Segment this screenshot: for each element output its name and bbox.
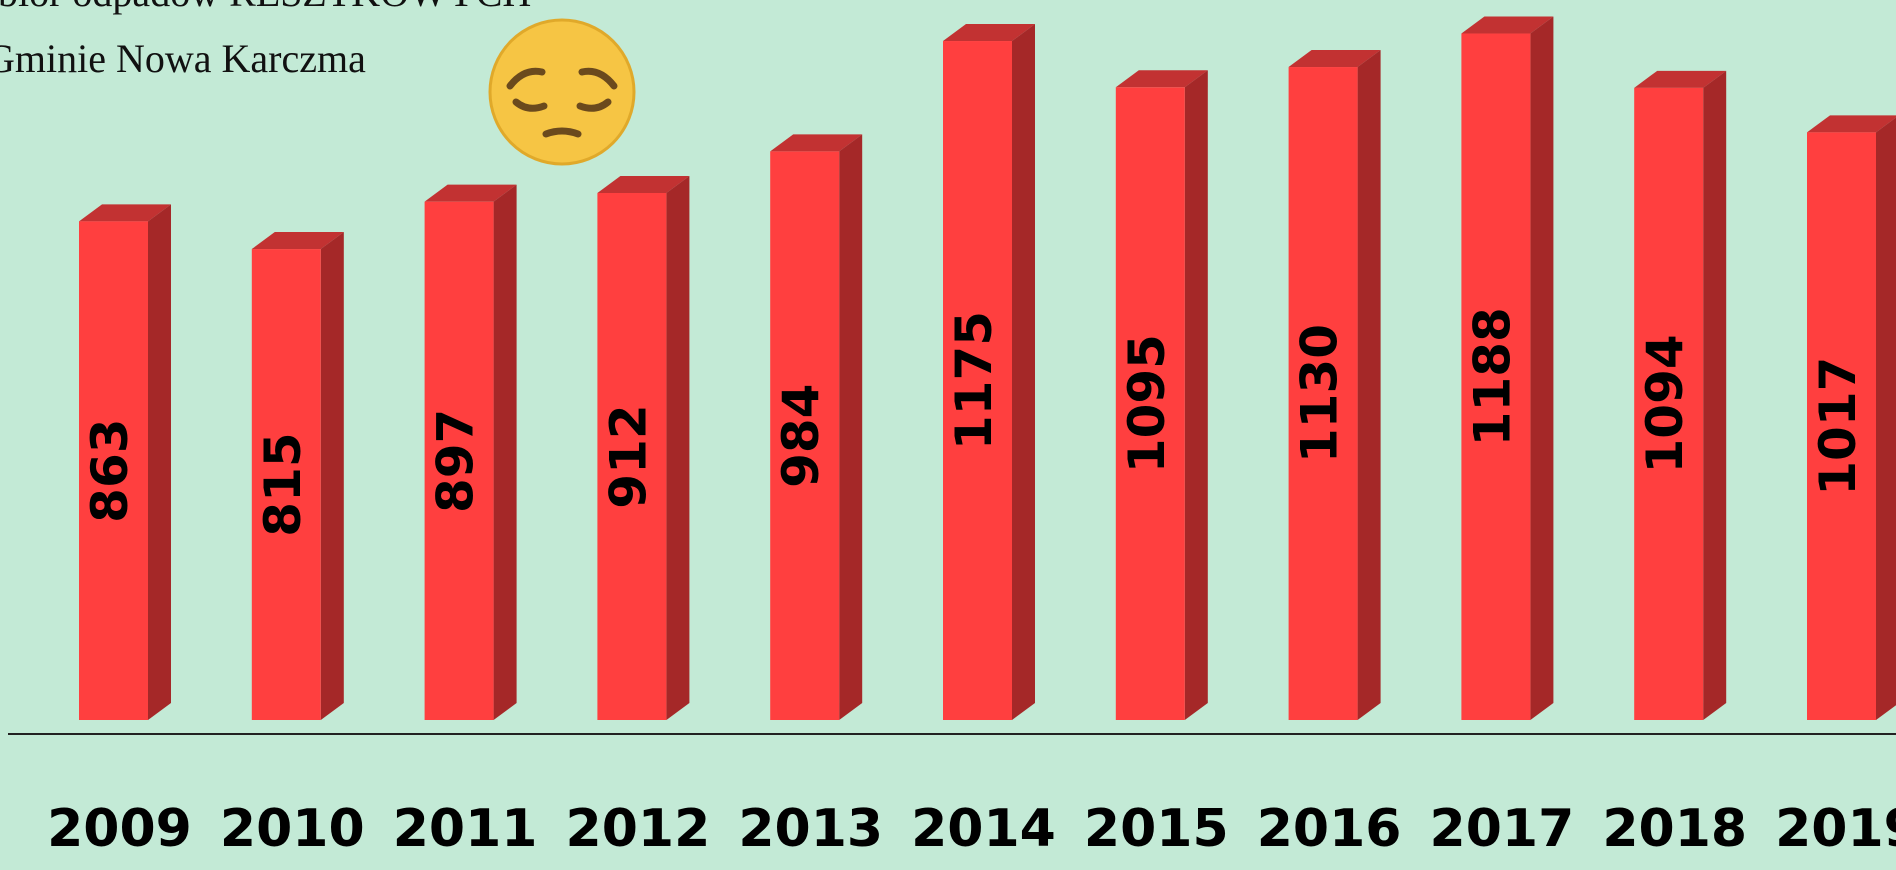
bar-side (320, 232, 344, 720)
x-tick-label: 2012 (566, 799, 711, 859)
bar (1115, 87, 1185, 720)
bar-side (839, 134, 863, 720)
value-label: 897 (427, 409, 485, 513)
bar-top (1461, 16, 1554, 34)
bar (770, 151, 840, 720)
bar (1288, 67, 1358, 720)
bar (251, 249, 321, 720)
bar-top (597, 176, 690, 194)
x-tick-label: 2011 (393, 799, 538, 859)
sad-emoji (488, 18, 636, 166)
x-tick-label: 2018 (1602, 799, 1747, 859)
x-tick-label: 2015 (1084, 799, 1229, 859)
chart-title-line: bior odpadów RESZTKOWYCH (0, 0, 531, 15)
bar (1807, 132, 1876, 720)
value-label: 863 (81, 418, 139, 522)
bar (79, 221, 148, 720)
bar-top (770, 134, 863, 152)
value-label: 1017 (1809, 357, 1867, 496)
bar-top (1288, 50, 1381, 68)
bar (424, 201, 494, 721)
bar (1634, 87, 1704, 720)
x-tick-label: 2010 (220, 799, 365, 859)
x-tick-label: 2013 (738, 799, 883, 859)
x-tick-label: 2019 (1775, 799, 1896, 859)
value-label: 1095 (1118, 334, 1176, 473)
bar-side (1876, 117, 1896, 720)
bar-side (1012, 24, 1035, 721)
bar-side (666, 176, 690, 721)
value-label: 1094 (1636, 334, 1694, 473)
bar-side (1530, 16, 1554, 720)
value-label: 984 (772, 384, 830, 488)
x-tick-label: 2016 (1257, 799, 1402, 859)
value-label: 912 (599, 404, 657, 508)
chart-title-line: Gminie Nowa Karczma (0, 36, 366, 81)
bar-side (1184, 70, 1208, 720)
value-label: 815 (254, 432, 312, 536)
bar-top (1115, 70, 1208, 88)
bar (1461, 33, 1531, 720)
x-tick-label: 2014 (911, 799, 1056, 859)
bar-top (251, 232, 344, 250)
bar-top (1807, 115, 1896, 133)
bar-top (943, 24, 1035, 42)
bar (943, 41, 1012, 721)
bar-top (424, 184, 517, 202)
value-label: 1130 (1291, 324, 1349, 463)
bar-top (1634, 70, 1727, 88)
bar-side (1357, 50, 1381, 720)
value-label: 1175 (945, 311, 1003, 450)
bar-top (79, 204, 171, 222)
x-tick-label: 2017 (1430, 799, 1575, 859)
value-label: 1188 (1463, 307, 1521, 446)
bar-side (493, 184, 517, 721)
bar-side (1703, 70, 1727, 720)
bar-side (148, 204, 171, 720)
bar (597, 193, 667, 721)
x-tick-label: 2009 (47, 799, 192, 859)
